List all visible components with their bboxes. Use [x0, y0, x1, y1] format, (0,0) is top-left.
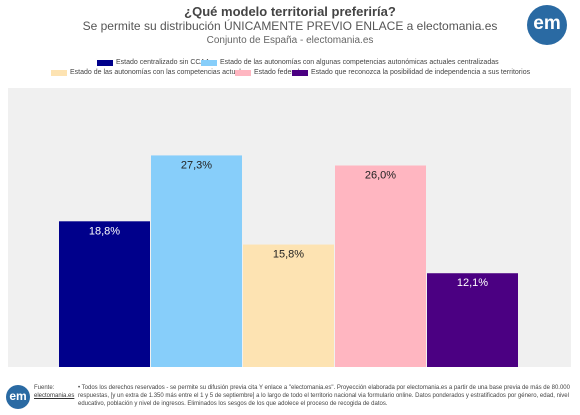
electomania-logo: em — [527, 5, 567, 45]
bar-label-4: 12,1% — [457, 277, 488, 289]
bar-4 — [427, 273, 518, 367]
bar-label-3: 26,0% — [365, 170, 396, 182]
footer-source-label: Fuente: — [34, 385, 55, 391]
legend-item-2: Estado de las autonomías con las compete… — [51, 69, 248, 76]
legend-swatch-4 — [292, 69, 308, 76]
legend-item-4: Estado que reconozca la posibilidad de i… — [292, 69, 530, 76]
electomania-logo-small: em — [6, 385, 30, 409]
footer-source-link[interactable]: electomania.es — [34, 393, 75, 400]
bar-chart: 18,8% 27,3% 15,8% 26,0% 12,1% — [59, 155, 518, 367]
footer-note: • Todos los derechos reservados - se per… — [78, 385, 570, 408]
chart-title: ¿Qué modelo territorial preferiría? — [184, 4, 396, 19]
legend-label-2: Estado de las autonomías con las compete… — [70, 69, 249, 76]
legend-swatch-0 — [97, 59, 113, 66]
bar-3 — [335, 165, 426, 367]
legend-item-3: Estado federal — [235, 69, 299, 76]
legend-swatch-2 — [51, 69, 67, 76]
legend-label-3: Estado federal — [254, 69, 300, 76]
bar-label-0: 18,8% — [89, 225, 120, 237]
legend-swatch-1 — [201, 59, 217, 66]
bar-0 — [59, 221, 150, 367]
footer-source: Fuente: electomania.es — [34, 384, 76, 400]
legend-label-4: Estado que reconozca la posibilidad de i… — [311, 69, 531, 76]
legend-swatch-3 — [235, 69, 251, 76]
legend-label-1: Estado de las autonomías con algunas com… — [220, 59, 499, 66]
bar-label-2: 15,8% — [273, 249, 304, 261]
legend-item-0: Estado centralizado sin CCAA — [97, 59, 210, 66]
bar-1 — [151, 155, 242, 367]
bar-label-1: 27,3% — [181, 159, 212, 171]
chart-subtitle: Se permite su distribución ÚNICAMENTE PR… — [82, 19, 498, 33]
legend-label-0: Estado centralizado sin CCAA — [116, 59, 210, 66]
legend-item-1: Estado de las autonomías con algunas com… — [201, 59, 499, 66]
bar-2 — [243, 244, 334, 367]
chart-scope: Conjunto de España - electomania.es — [206, 35, 374, 46]
